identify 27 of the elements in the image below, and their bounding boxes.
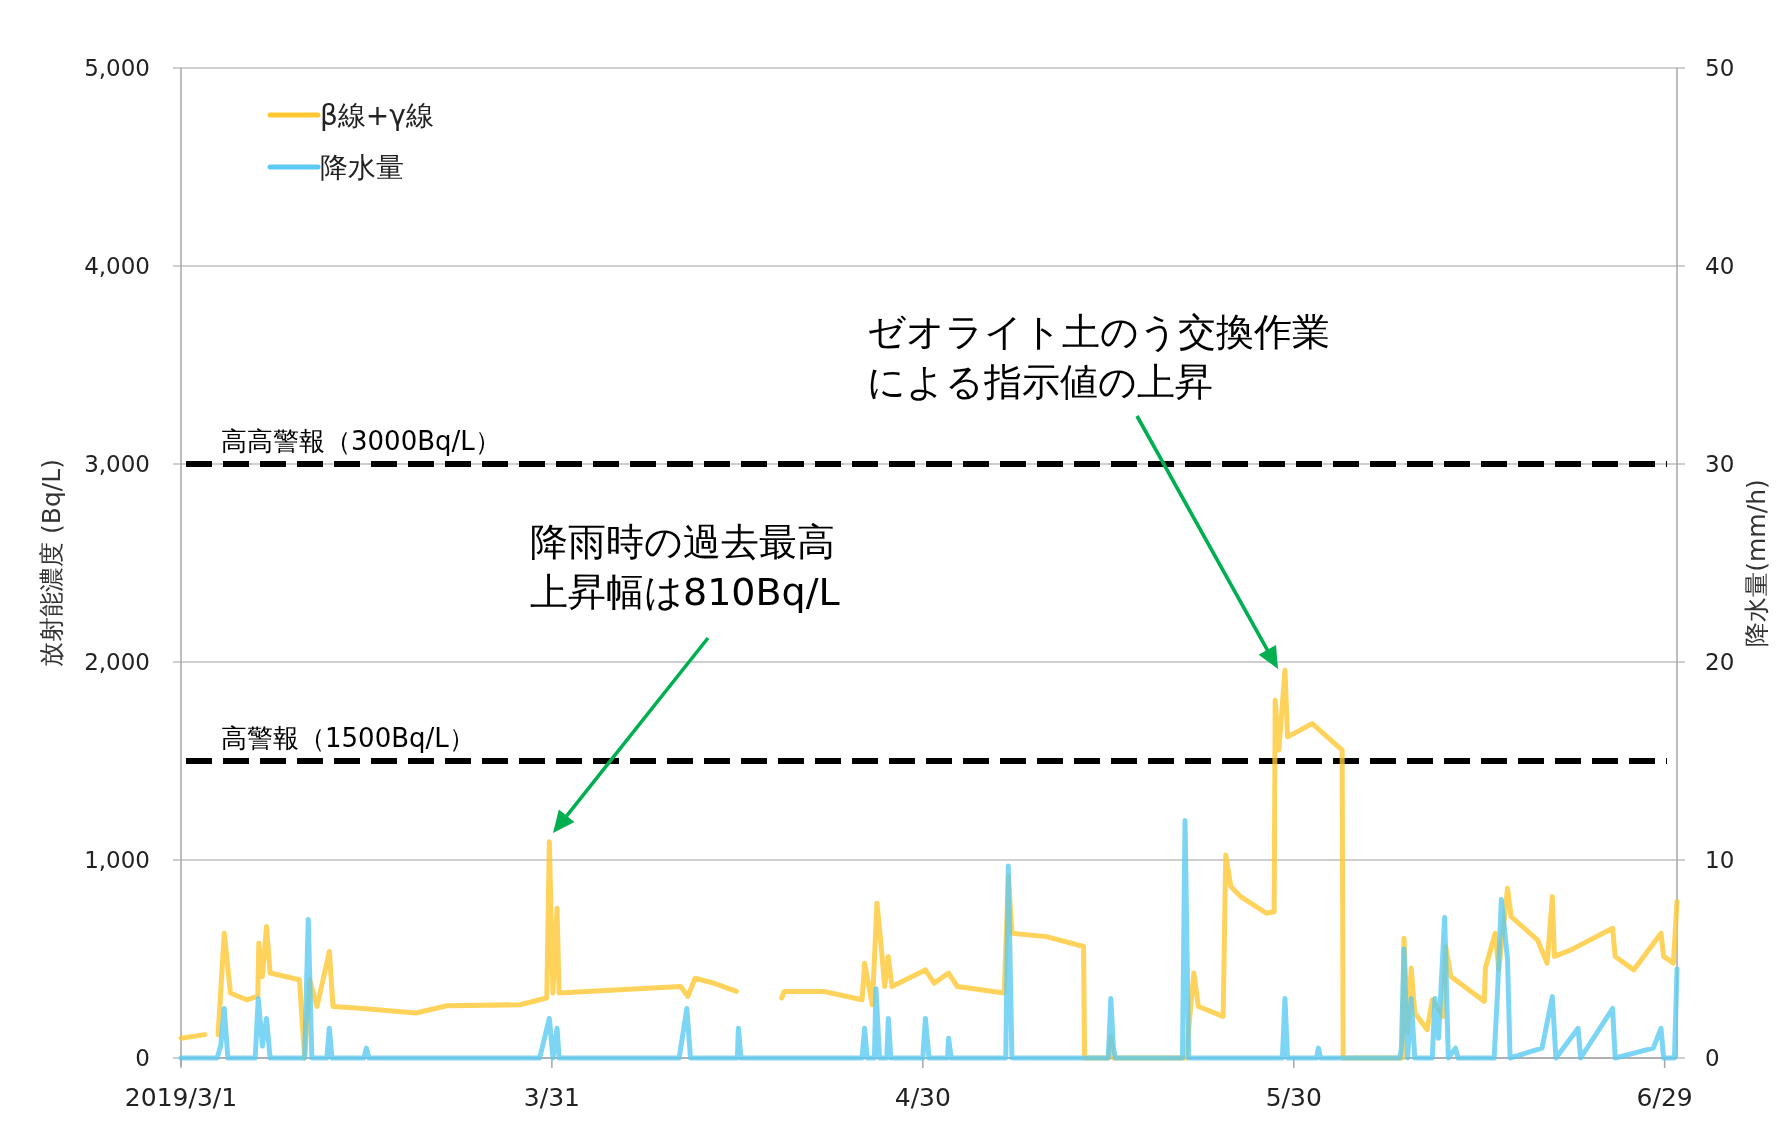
y2-tick-label: 50 [1705, 55, 1735, 81]
x-tick-label: 3/31 [523, 1083, 580, 1112]
annotation: 降雨時の過去最高 [530, 520, 835, 564]
legend-label: β線+γ線 [320, 99, 434, 132]
x-tick-label: 2019/3/1 [124, 1083, 238, 1112]
y2-tick-label: 10 [1705, 847, 1735, 873]
y-tick-label: 4,000 [84, 253, 150, 279]
annotation: ゼオライト土のう交換作業 [867, 310, 1330, 354]
y2-axis-title: 降水量(mm/h) [1742, 479, 1771, 647]
y2-tick-label: 30 [1705, 451, 1735, 477]
annotation: 上昇幅は810Bq/L [530, 570, 840, 614]
y-tick-label: 5,000 [84, 55, 150, 81]
legend-label: 降水量 [320, 151, 404, 184]
x-tick-label: 5/30 [1265, 1083, 1322, 1112]
ref-line-label: 高警報（1500Bq/L） [221, 723, 475, 753]
y-axis-title: 放射能濃度 (Bq/L) [37, 459, 66, 667]
y-tick-label: 2,000 [84, 649, 150, 675]
y2-tick-label: 20 [1705, 649, 1735, 675]
x-tick-label: 6/29 [1636, 1083, 1693, 1112]
ref-line-label: 高高警報（3000Bq/L） [221, 426, 501, 456]
y-tick-label: 3,000 [84, 451, 150, 477]
x-tick-label: 4/30 [894, 1083, 951, 1112]
y-tick-label: 0 [135, 1045, 150, 1071]
annotation: による指示値の上昇 [867, 360, 1213, 404]
y2-tick-label: 40 [1705, 253, 1735, 279]
y-tick-label: 1,000 [84, 847, 150, 873]
y2-tick-label: 0 [1705, 1045, 1720, 1071]
